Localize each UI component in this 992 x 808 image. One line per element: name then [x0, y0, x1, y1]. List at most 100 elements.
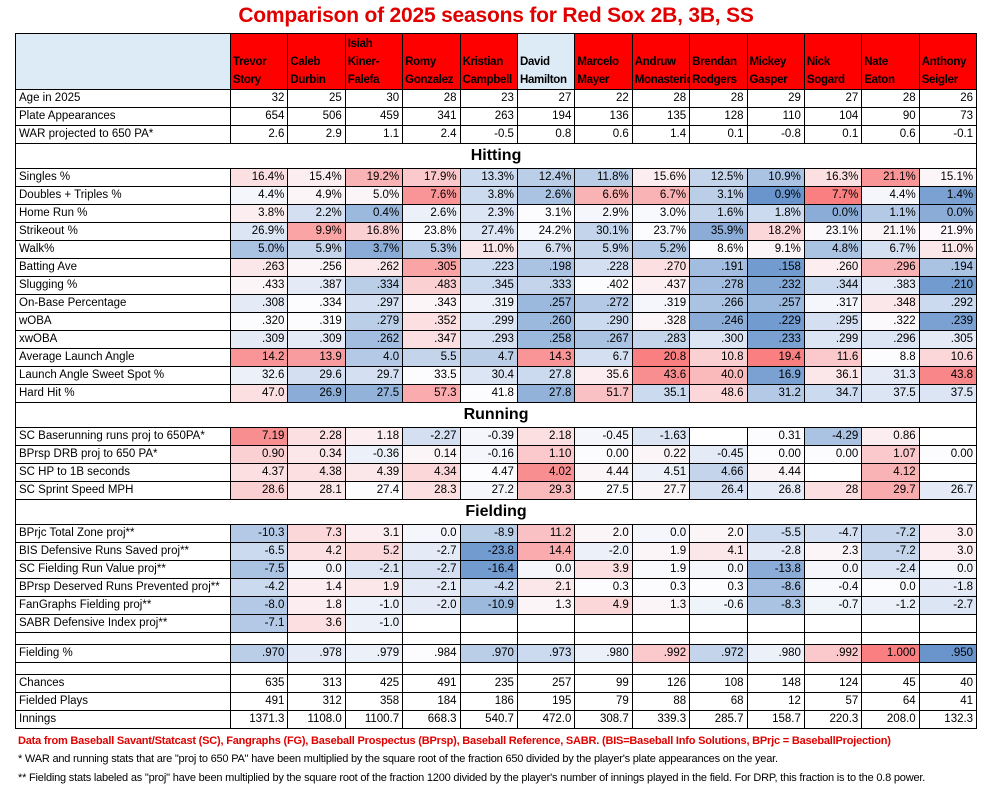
stat-cell: [689, 632, 748, 645]
stat-cell: 34.7: [803, 384, 863, 403]
stat-cell: -10.3: [229, 524, 289, 543]
stat-cell: 4.9: [574, 596, 633, 615]
stat-cell: 1.3: [631, 596, 691, 615]
stat-cell: 9.9%: [287, 222, 346, 241]
player-header: Brendan Rodgers: [689, 33, 748, 90]
player-header: David Hamilton: [516, 33, 576, 90]
stat-cell: 2.9%: [574, 204, 633, 223]
stat-cell: -5.5: [746, 524, 805, 543]
stat-cell: 28: [402, 89, 461, 108]
stat-cell: .283: [631, 330, 691, 349]
stat-cell: -13.8: [746, 560, 805, 579]
stat-cell: 27.4: [344, 481, 404, 500]
stat-cell: [918, 662, 978, 675]
stat-cell: -8.6: [746, 578, 805, 597]
stat-cell: 0.1: [689, 125, 748, 144]
table-row: SABR Defensive Index proj** -7.1 3.6 -1.0: [15, 614, 978, 633]
stat-cell: 40.0: [689, 366, 748, 385]
stat-cell: -7.5: [229, 560, 289, 579]
stat-cell: 3.1%: [516, 204, 576, 223]
stat-cell: 3.8%: [459, 186, 518, 205]
stat-cell: 27: [803, 89, 863, 108]
stat-cell: 37.5: [918, 384, 978, 403]
stat-cell: 0.4%: [344, 204, 404, 223]
stat-cell: 0.00: [918, 445, 978, 464]
stat-cell: .309: [229, 330, 289, 349]
stat-cell: -2.0: [574, 542, 633, 561]
stat-cell: 21.1%: [861, 168, 920, 187]
section-title: Running: [14, 402, 978, 428]
stat-cell: .295: [803, 312, 863, 331]
stat-cell: 41: [918, 692, 978, 711]
stat-cell: 8.6%: [689, 240, 748, 259]
stat-cell: 220.3: [803, 710, 863, 729]
stat-cell: 4.7: [459, 348, 518, 367]
stat-cell: 425: [344, 674, 404, 693]
stat-cell: .980: [746, 644, 805, 663]
stat-cell: .984: [402, 644, 461, 663]
stat-cell: 4.4%: [229, 186, 289, 205]
stat-cell: 27.5: [574, 481, 633, 500]
stat-cell: [803, 662, 863, 675]
stat-cell: 47.0: [229, 384, 289, 403]
stat-cell: .437: [631, 276, 691, 295]
stat-cell: 186: [459, 692, 518, 711]
stat-cell: [631, 614, 691, 633]
stat-cell: 33.5: [402, 366, 461, 385]
stat-cell: 4.02: [516, 463, 576, 482]
stat-cell: .191: [689, 258, 748, 277]
stat-cell: 5.5: [402, 348, 461, 367]
player-header: Romy Gonzalez: [402, 33, 461, 90]
stat-cell: 0.3: [689, 578, 748, 597]
stat-cell: 108: [689, 674, 748, 693]
stat-cell: 11.0%: [459, 240, 518, 259]
stat-cell: 6.7%: [516, 240, 576, 259]
stat-cell: 136: [574, 107, 633, 126]
stat-cell: 491: [229, 692, 289, 711]
stat-cell: 3.8%: [229, 204, 289, 223]
stat-cell: 20.8: [631, 348, 691, 367]
stat-cell: .328: [631, 312, 691, 331]
stat-cell: .978: [287, 644, 346, 663]
stat-cell: 0.6: [861, 125, 920, 144]
row-label: Fielding %: [15, 644, 231, 663]
row-label: Innings: [15, 710, 231, 729]
row-label: Average Launch Angle: [15, 348, 231, 367]
stat-cell: 0.0%: [918, 204, 978, 223]
stat-cell: 0.0: [689, 560, 748, 579]
stat-cell: -7.2: [861, 542, 920, 561]
stat-cell: 4.44: [574, 463, 633, 482]
stat-cell: 27.7: [631, 481, 691, 500]
stat-cell: 2.0: [689, 524, 748, 543]
stat-cell: [631, 662, 691, 675]
stat-cell: [344, 632, 404, 645]
stat-cell: 28.6: [229, 481, 289, 500]
stat-cell: -0.39: [459, 427, 518, 446]
row-label: Hard Hit %: [15, 384, 231, 403]
stat-cell: -1.2: [861, 596, 920, 615]
stat-cell: .299: [803, 330, 863, 349]
stat-cell: 0.00: [803, 445, 863, 464]
stat-cell: 104: [803, 107, 863, 126]
stat-cell: [574, 662, 633, 675]
stat-cell: 263: [459, 107, 518, 126]
stat-cell: -23.8: [459, 542, 518, 561]
stat-cell: 2.3%: [459, 204, 518, 223]
stat-cell: 99: [574, 674, 633, 693]
stat-cell: 4.44: [746, 463, 805, 482]
stat-cell: 3.7%: [344, 240, 404, 259]
stat-cell: 7.6%: [402, 186, 461, 205]
stat-cell: [918, 632, 978, 645]
section-header-row: Fielding: [14, 499, 978, 525]
stat-cell: 64: [861, 692, 920, 711]
table-row: FanGraphs Fielding proj** -8.0 1.8 -1.0 -2.0…: [15, 596, 978, 615]
stat-cell: 4.2: [287, 542, 346, 561]
stat-cell: 654: [229, 107, 289, 126]
stat-cell: 1.6%: [689, 204, 748, 223]
stat-cell: 0.0: [402, 524, 461, 543]
stat-cell: 14.3: [516, 348, 576, 367]
stat-cell: [803, 614, 863, 633]
stat-cell: -8.9: [459, 524, 518, 543]
stat-cell: .266: [689, 294, 748, 313]
stat-cell: 27.8: [516, 384, 576, 403]
